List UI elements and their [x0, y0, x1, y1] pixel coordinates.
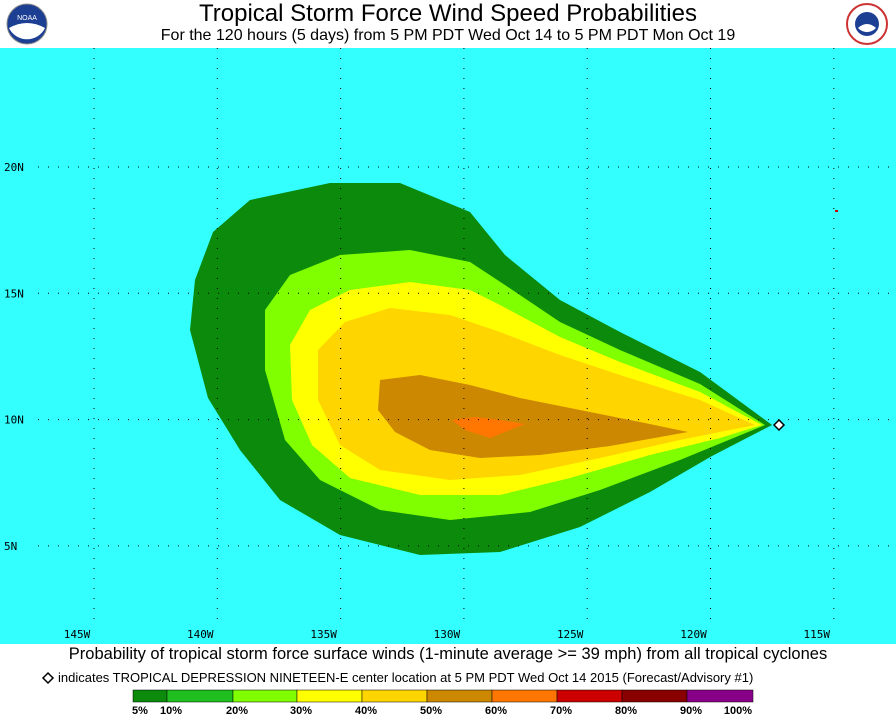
scale-label: 20% — [226, 705, 248, 716]
scale-swatch — [361, 689, 428, 703]
subtitle: For the 120 hours (5 days) from 5 PM PDT… — [161, 27, 736, 44]
lon-label: 135W — [310, 628, 337, 641]
lon-label: 115W — [804, 628, 831, 641]
scale-label: 10% — [160, 705, 182, 716]
lat-label: 5N — [4, 540, 17, 553]
scale-swatch — [166, 689, 234, 703]
storm-center-marker — [772, 418, 786, 432]
lon-label: 145W — [64, 628, 91, 641]
scale-label: 90% — [680, 705, 702, 716]
scale-label: 40% — [355, 705, 377, 716]
lat-label: 20N — [4, 161, 24, 174]
scale-label: 50% — [420, 705, 442, 716]
lon-label: 120W — [680, 628, 707, 641]
scale-swatch — [232, 689, 298, 703]
legend-marker — [41, 671, 55, 685]
scale-label: 100% — [724, 705, 752, 716]
scale-label: 80% — [615, 705, 637, 716]
marker-note: indicates TROPICAL DEPRESSION NINETEEN-E… — [58, 670, 753, 685]
graticule: 20N 15N 10N 5N 145W 140W 135W 130W 125W 120W 115W — [4, 48, 896, 641]
svg-text:NOAA: NOAA — [17, 15, 37, 22]
color-scale: 5% 10% 20% 30% 40% 50% 60% 70% 80% 90% 100% — [132, 689, 754, 716]
speck — [835, 210, 838, 212]
scale-swatch — [426, 689, 493, 703]
lat-label: 15N — [4, 287, 24, 300]
lon-label: 130W — [434, 628, 461, 641]
scale-label: 30% — [290, 705, 312, 716]
caption: Probability of tropical storm force surf… — [69, 645, 827, 663]
lon-label: 140W — [187, 628, 214, 641]
lon-label: 125W — [557, 628, 584, 641]
title: Tropical Storm Force Wind Speed Probabil… — [199, 0, 697, 27]
scale-swatch — [556, 689, 623, 703]
probability-contours — [190, 183, 772, 555]
scale-swatch — [621, 689, 688, 703]
scale-label: 60% — [485, 705, 507, 716]
lat-label: 10N — [4, 414, 24, 427]
scale-label: 70% — [550, 705, 572, 716]
scale-swatch — [132, 689, 168, 703]
map: 20N 15N 10N 5N 145W 140W 135W 130W 125W 120W 115W — [0, 48, 896, 644]
nws-logo — [846, 3, 888, 45]
scale-swatch — [686, 689, 754, 703]
scale-swatch — [491, 689, 558, 703]
scale-swatch — [296, 689, 363, 703]
noaa-logo: NOAA — [6, 3, 48, 45]
scale-label: 5% — [132, 705, 148, 716]
